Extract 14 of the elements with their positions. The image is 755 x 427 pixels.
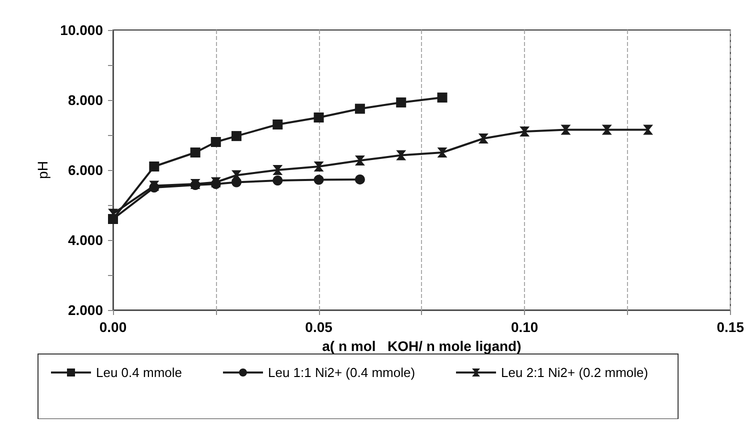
x-tick-label: 0.05 [305, 319, 333, 335]
legend-label: Leu 0.4 mmole [96, 365, 182, 380]
x-tick-label: 0.10 [510, 319, 538, 335]
y-tick-label: 2.000 [68, 302, 104, 318]
y-axis-title: pH [34, 161, 50, 179]
x-axis-title: a( n mol KOH/ n mole ligand) [322, 338, 522, 354]
y-tick-label: 10.000 [60, 22, 104, 38]
y-tick-label: 8.000 [68, 92, 104, 108]
x-tick-label: 0.15 [716, 319, 744, 335]
legend-label: Leu 2:1 Ni2+ (0.2 mmole) [501, 365, 648, 380]
x-tick-label: 0.00 [99, 319, 127, 335]
legend-label: Leu 1:1 Ni2+ (0.4 mmole) [268, 365, 416, 380]
y-tick-label: 6.000 [68, 162, 104, 178]
y-tick-label: 4.000 [68, 232, 104, 248]
